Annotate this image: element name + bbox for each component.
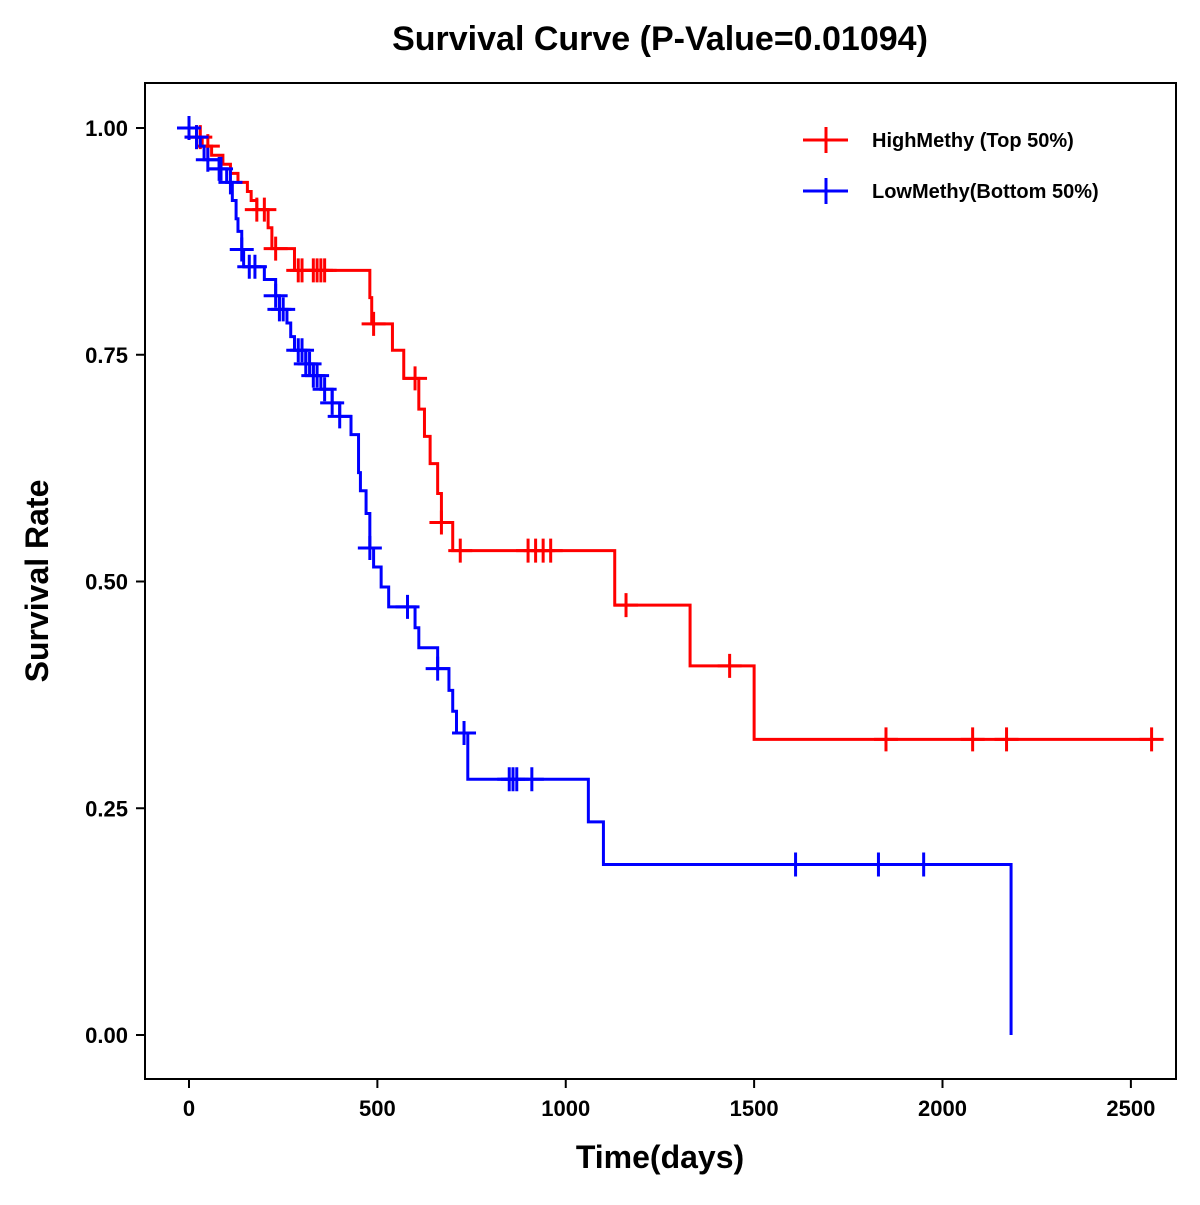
legend-marker (803, 127, 848, 153)
y-tick-label: 0.50 (85, 570, 128, 595)
chart-title: Survival Curve (P-Value=0.01094) (392, 20, 928, 58)
censor-mark (361, 311, 386, 336)
series-high-methy (184, 125, 1164, 752)
x-axis-label: Time(days) (576, 1139, 744, 1175)
censor-mark (519, 767, 544, 792)
censor-mark (184, 125, 209, 150)
y-tick-label: 0.75 (85, 343, 128, 368)
legend-marker (803, 178, 848, 204)
censor-mark (357, 535, 382, 560)
legend-label: LowMethy(Bottom 50%) (872, 181, 1099, 203)
censor-mark (305, 363, 330, 388)
x-tick-label: 2500 (1106, 1096, 1155, 1121)
censor-mark (271, 297, 296, 322)
censor-mark (614, 593, 639, 618)
censor-mark (290, 338, 315, 363)
censor-mark (312, 258, 337, 283)
censor-mark (783, 852, 808, 877)
y-tick-label: 0.25 (85, 796, 128, 821)
censor-mark (429, 510, 454, 535)
series-low-methy (177, 116, 1013, 1035)
x-tick-label: 1000 (541, 1096, 590, 1121)
x-tick-label: 0 (183, 1096, 195, 1121)
y-tick-label: 1.00 (85, 116, 128, 141)
x-tick-label: 1500 (730, 1096, 779, 1121)
y-axis: 0.00 0.25 0.50 0.75 1.00 (85, 116, 145, 1048)
censor-mark (452, 720, 477, 745)
y-axis-label: Survival Rate (19, 480, 55, 683)
censor-mark (1139, 727, 1164, 752)
censor-mark (911, 852, 936, 877)
censor-mark (960, 727, 985, 752)
x-axis: 0 500 1000 1500 2000 2500 (183, 1079, 1155, 1121)
censor-mark (994, 727, 1019, 752)
legend: HighMethy (Top 50%) LowMethy(Bottom 50%) (803, 127, 1099, 204)
censor-mark (327, 404, 352, 429)
censor-mark (218, 170, 243, 195)
censor-mark (395, 594, 420, 619)
censor-mark (263, 236, 288, 261)
censor-mark (209, 156, 234, 181)
censor-mark (263, 283, 288, 308)
x-tick-label: 2000 (918, 1096, 967, 1121)
censor-mark (312, 377, 337, 402)
censor-mark (403, 366, 428, 391)
censor-mark (320, 390, 345, 415)
x-tick-label: 500 (359, 1096, 396, 1121)
censor-mark (252, 197, 277, 222)
censor-mark (242, 254, 267, 279)
y-tick-label: 0.00 (85, 1023, 128, 1048)
plot-frame (144, 82, 1177, 1080)
censor-mark (717, 653, 742, 678)
censor-mark (866, 852, 891, 877)
censor-mark (229, 237, 254, 262)
survival-curve (189, 126, 1154, 741)
censor-mark (448, 538, 473, 563)
censor-mark (873, 727, 898, 752)
censor-mark (538, 538, 563, 563)
censor-mark (425, 656, 450, 681)
legend-label: HighMethy (Top 50%) (872, 130, 1074, 152)
